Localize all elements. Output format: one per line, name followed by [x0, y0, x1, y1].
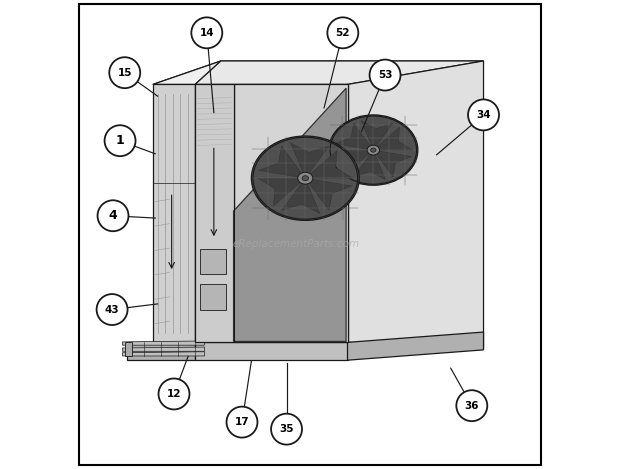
- Text: 12: 12: [167, 389, 181, 399]
- Polygon shape: [305, 151, 353, 178]
- Text: 4: 4: [108, 209, 117, 222]
- Polygon shape: [195, 84, 234, 342]
- Polygon shape: [348, 332, 484, 360]
- Polygon shape: [153, 84, 195, 342]
- Polygon shape: [230, 89, 348, 338]
- Circle shape: [97, 294, 128, 325]
- Ellipse shape: [371, 148, 376, 152]
- Polygon shape: [258, 178, 305, 206]
- Polygon shape: [373, 127, 412, 150]
- Circle shape: [192, 17, 223, 48]
- Circle shape: [327, 17, 358, 48]
- Text: 36: 36: [464, 401, 479, 411]
- Polygon shape: [234, 88, 346, 341]
- Polygon shape: [373, 150, 412, 177]
- Ellipse shape: [298, 172, 313, 184]
- FancyBboxPatch shape: [199, 222, 223, 246]
- Circle shape: [109, 57, 140, 88]
- Polygon shape: [122, 347, 205, 351]
- Text: 14: 14: [200, 28, 214, 38]
- Ellipse shape: [302, 176, 309, 181]
- Text: 43: 43: [105, 304, 120, 315]
- Polygon shape: [153, 61, 221, 84]
- Polygon shape: [291, 143, 329, 178]
- Polygon shape: [122, 341, 205, 345]
- Text: 34: 34: [476, 110, 491, 120]
- Polygon shape: [348, 61, 484, 347]
- Text: 52: 52: [335, 28, 350, 38]
- Polygon shape: [234, 84, 348, 342]
- Polygon shape: [354, 150, 386, 180]
- Text: eReplacementParts.com: eReplacementParts.com: [232, 239, 360, 249]
- Circle shape: [105, 125, 136, 156]
- Circle shape: [226, 407, 257, 438]
- Polygon shape: [259, 146, 305, 178]
- Text: 53: 53: [378, 70, 392, 80]
- Ellipse shape: [329, 115, 418, 185]
- FancyBboxPatch shape: [199, 255, 223, 279]
- Circle shape: [159, 378, 190, 409]
- Polygon shape: [195, 84, 348, 342]
- Ellipse shape: [251, 136, 359, 220]
- Circle shape: [468, 99, 499, 130]
- Polygon shape: [153, 61, 484, 84]
- Polygon shape: [281, 178, 320, 213]
- Polygon shape: [122, 352, 205, 356]
- Circle shape: [271, 414, 302, 445]
- Text: 35: 35: [279, 424, 294, 434]
- Polygon shape: [195, 342, 348, 360]
- Text: 15: 15: [118, 68, 132, 78]
- FancyBboxPatch shape: [199, 285, 223, 310]
- Circle shape: [456, 390, 487, 421]
- Polygon shape: [265, 91, 345, 338]
- Text: 1: 1: [116, 134, 125, 147]
- Polygon shape: [305, 178, 352, 211]
- Ellipse shape: [367, 145, 379, 155]
- Circle shape: [97, 200, 128, 231]
- Circle shape: [370, 60, 401, 91]
- Polygon shape: [127, 342, 195, 360]
- Text: 17: 17: [235, 417, 249, 427]
- Polygon shape: [195, 61, 484, 84]
- FancyBboxPatch shape: [200, 284, 226, 310]
- Polygon shape: [125, 342, 132, 356]
- Polygon shape: [335, 123, 373, 150]
- FancyBboxPatch shape: [200, 249, 226, 274]
- Polygon shape: [361, 121, 393, 150]
- Polygon shape: [232, 239, 348, 338]
- Polygon shape: [334, 150, 373, 173]
